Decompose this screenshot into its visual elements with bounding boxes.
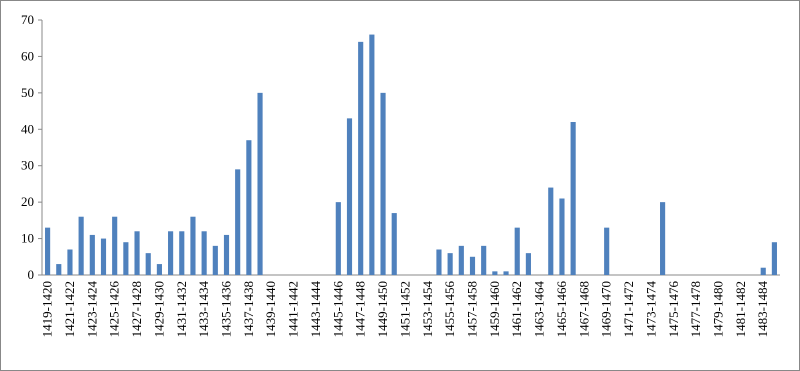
x-tick-label: 1483-1484 — [755, 281, 770, 338]
x-tick-label: 1451-1452 — [397, 281, 412, 337]
x-tick-label: 1475-1476 — [666, 281, 681, 338]
bar — [503, 271, 509, 275]
bar — [190, 216, 196, 275]
bar — [525, 253, 531, 275]
x-tick-label: 1439-1440 — [263, 281, 278, 337]
x-tick-label: 1441-1442 — [286, 281, 301, 337]
bar — [145, 253, 151, 275]
bar — [168, 231, 174, 275]
bar — [469, 256, 476, 275]
x-tick-label: 1465-1466 — [554, 281, 569, 338]
bar — [134, 231, 140, 275]
y-tick-label: 0 — [28, 267, 35, 282]
bar — [56, 264, 62, 275]
x-tick-label: 1435-1436 — [219, 281, 234, 338]
bar — [447, 253, 453, 275]
y-tick-label: 50 — [21, 85, 34, 100]
bar — [78, 216, 84, 275]
x-tick-label: 1471-1472 — [621, 281, 636, 337]
bar — [335, 202, 341, 275]
x-tick-label: 1467-1468 — [576, 281, 591, 337]
bar — [760, 267, 766, 275]
bar — [212, 245, 218, 275]
x-tick-label: 1449-1450 — [375, 281, 390, 337]
bar — [100, 238, 107, 275]
bar — [369, 34, 375, 276]
x-tick-label: 1459-1460 — [487, 281, 502, 337]
bar — [514, 227, 520, 275]
bar — [391, 213, 397, 275]
x-tick-label: 1473-1474 — [643, 281, 658, 338]
bar — [771, 242, 777, 275]
x-tick-label: 1479-1480 — [711, 281, 726, 337]
bar — [112, 216, 118, 275]
bar — [559, 198, 565, 275]
bar — [570, 122, 576, 275]
x-tick-label: 1453-1454 — [420, 281, 435, 338]
bar — [481, 245, 487, 275]
x-tick-label: 1463-1464 — [532, 281, 547, 338]
bar — [246, 140, 252, 275]
x-tick-label: 1421-1422 — [62, 281, 77, 337]
bar — [492, 271, 498, 275]
y-tick-label: 30 — [21, 158, 34, 173]
x-tick-label: 1433-1434 — [196, 281, 211, 338]
bar — [358, 41, 364, 275]
x-tick-label: 1427-1428 — [129, 281, 144, 337]
y-tick-label: 10 — [21, 231, 34, 246]
y-tick-label: 40 — [21, 121, 34, 136]
bar — [123, 242, 129, 275]
x-tick-label: 1437-1438 — [241, 281, 256, 337]
y-tick-label: 70 — [21, 12, 34, 27]
bar — [156, 264, 162, 275]
x-tick-label: 1461-1462 — [509, 281, 524, 337]
bar — [436, 249, 442, 275]
bar — [458, 245, 464, 275]
x-tick-label: 1447-1448 — [353, 281, 368, 337]
x-tick-label: 1457-1458 — [465, 281, 480, 337]
bar — [67, 249, 73, 275]
x-tick-label: 1477-1478 — [688, 281, 703, 337]
bar — [548, 187, 554, 275]
x-tick-label: 1445-1446 — [330, 281, 345, 338]
x-tick-label: 1425-1426 — [107, 281, 122, 338]
x-tick-label: 1455-1456 — [442, 281, 457, 338]
x-tick-label: 1443-1444 — [308, 281, 323, 338]
x-tick-label: 1423-1424 — [84, 281, 99, 338]
bar — [660, 202, 666, 275]
bar — [201, 231, 207, 275]
bar — [604, 227, 610, 275]
y-tick-label: 20 — [21, 194, 34, 209]
bar — [223, 234, 230, 275]
x-tick-label: 1429-1430 — [151, 281, 166, 337]
bar — [380, 92, 386, 275]
y-tick-label: 60 — [21, 48, 34, 63]
x-tick-label: 1469-1470 — [599, 281, 614, 337]
x-tick-label: 1481-1482 — [733, 281, 748, 337]
bar — [45, 227, 51, 275]
bar — [179, 231, 185, 275]
bar — [235, 169, 241, 275]
bar — [89, 234, 95, 275]
x-tick-label: 1419-1420 — [40, 281, 55, 337]
bar — [257, 92, 263, 275]
bar — [346, 118, 353, 275]
x-tick-label: 1431-1432 — [174, 281, 189, 337]
